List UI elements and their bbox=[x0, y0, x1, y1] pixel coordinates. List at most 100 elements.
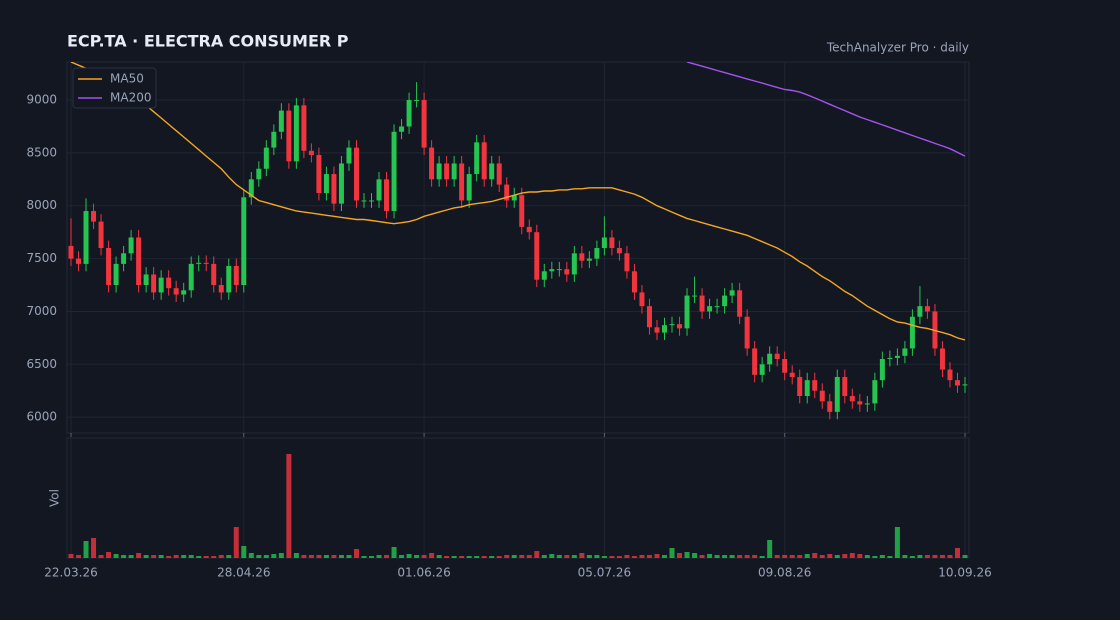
volume-bar bbox=[804, 554, 810, 558]
candle-body bbox=[669, 324, 675, 326]
candle-body bbox=[864, 403, 870, 405]
volume-bar bbox=[466, 556, 472, 558]
candle-body bbox=[121, 253, 127, 264]
volume-label: Vol bbox=[48, 489, 62, 507]
candle-body bbox=[436, 163, 442, 180]
volume-bar bbox=[564, 555, 570, 558]
candle-body bbox=[654, 327, 660, 333]
volume-bar bbox=[789, 555, 795, 558]
volume-bar bbox=[504, 555, 510, 558]
candle-body bbox=[812, 380, 818, 391]
volume-bar bbox=[932, 555, 938, 558]
volume-bar bbox=[414, 555, 420, 558]
candle-body bbox=[76, 258, 82, 264]
volume-bar bbox=[91, 538, 97, 558]
candle-body bbox=[872, 380, 878, 404]
volume-bar bbox=[429, 553, 435, 558]
volume-bar bbox=[271, 554, 277, 558]
x-tick-label: 09.08.26 bbox=[758, 566, 811, 580]
volume-bar bbox=[752, 555, 758, 558]
x-tick-label: 28.04.26 bbox=[217, 566, 270, 580]
candle-body bbox=[444, 163, 450, 180]
candle-body bbox=[301, 105, 307, 151]
candle-body bbox=[414, 100, 420, 102]
candle-body bbox=[278, 110, 284, 132]
volume-bar bbox=[323, 555, 329, 558]
candle-body bbox=[834, 376, 840, 412]
volume-bar bbox=[601, 556, 607, 558]
candle-body bbox=[489, 163, 495, 180]
volume-bar bbox=[474, 556, 480, 558]
volume-bar bbox=[188, 555, 194, 558]
candle-body bbox=[353, 147, 359, 201]
candle-body bbox=[677, 324, 683, 329]
candle-body bbox=[98, 221, 104, 249]
candle-body bbox=[804, 380, 810, 397]
volume-bar bbox=[954, 548, 960, 558]
candle-body bbox=[323, 174, 329, 194]
volume-bar bbox=[707, 554, 713, 558]
y-tick-label: 7000 bbox=[26, 304, 57, 318]
volume-bar bbox=[421, 555, 427, 558]
volume-bar bbox=[872, 556, 878, 558]
candle-body bbox=[954, 380, 960, 386]
candle-body bbox=[496, 163, 502, 185]
x-tick-label: 22.03.26 bbox=[44, 566, 97, 580]
volume-bar bbox=[481, 556, 487, 558]
volume-bar bbox=[541, 555, 547, 558]
volume-bar bbox=[519, 555, 525, 558]
volume-bar bbox=[226, 555, 232, 558]
candle-body bbox=[196, 262, 202, 264]
volume-bar bbox=[654, 554, 660, 558]
volume-bar bbox=[98, 555, 104, 558]
volume-bar bbox=[834, 555, 840, 558]
volume-bar bbox=[879, 555, 885, 558]
volume-bar bbox=[489, 556, 495, 558]
candle-body bbox=[429, 147, 435, 180]
x-tick-label: 05.07.26 bbox=[578, 566, 631, 580]
candle-body bbox=[714, 306, 720, 308]
candle-body bbox=[248, 179, 254, 198]
candle-body bbox=[406, 100, 412, 127]
candle-body bbox=[226, 265, 232, 293]
candle-body bbox=[594, 248, 600, 259]
volume-bar bbox=[729, 555, 735, 558]
candle-body bbox=[68, 245, 74, 259]
candle-body bbox=[211, 263, 217, 286]
y-tick-label: 7500 bbox=[26, 251, 57, 265]
candle-body bbox=[909, 316, 915, 349]
volume-bar bbox=[661, 555, 667, 558]
volume-bar bbox=[534, 551, 540, 558]
volume-bar bbox=[909, 556, 915, 558]
candle-body bbox=[571, 253, 577, 275]
volume-bar bbox=[797, 555, 803, 558]
ma-line bbox=[70, 62, 966, 341]
volume-bar bbox=[827, 554, 833, 558]
volume-bar bbox=[737, 555, 743, 558]
candle-body bbox=[744, 316, 750, 349]
candle-body bbox=[151, 274, 157, 293]
y-tick-label: 8000 bbox=[26, 198, 57, 212]
candle-body bbox=[564, 269, 570, 275]
volume-bar bbox=[331, 555, 337, 558]
volume-bar bbox=[759, 556, 765, 558]
candle-body bbox=[308, 150, 314, 156]
volume-bar bbox=[158, 555, 164, 558]
y-tick-label: 6000 bbox=[26, 410, 57, 424]
volume-bar bbox=[917, 555, 923, 558]
candle-body bbox=[556, 269, 562, 271]
volume-bar bbox=[444, 556, 450, 558]
volume-bar bbox=[451, 556, 457, 558]
candle-body bbox=[181, 290, 187, 295]
candle-body bbox=[83, 211, 89, 264]
candle-body bbox=[173, 288, 179, 295]
volume-bar bbox=[924, 555, 930, 558]
candle-body bbox=[218, 285, 224, 293]
candle-body bbox=[782, 359, 788, 373]
volume-bar bbox=[609, 556, 615, 558]
volume-bar bbox=[819, 555, 825, 558]
price-panel bbox=[66, 61, 970, 434]
chart-title: ECP.TA · ELECTRA CONSUMER P bbox=[67, 32, 349, 51]
candle-body bbox=[451, 163, 457, 180]
